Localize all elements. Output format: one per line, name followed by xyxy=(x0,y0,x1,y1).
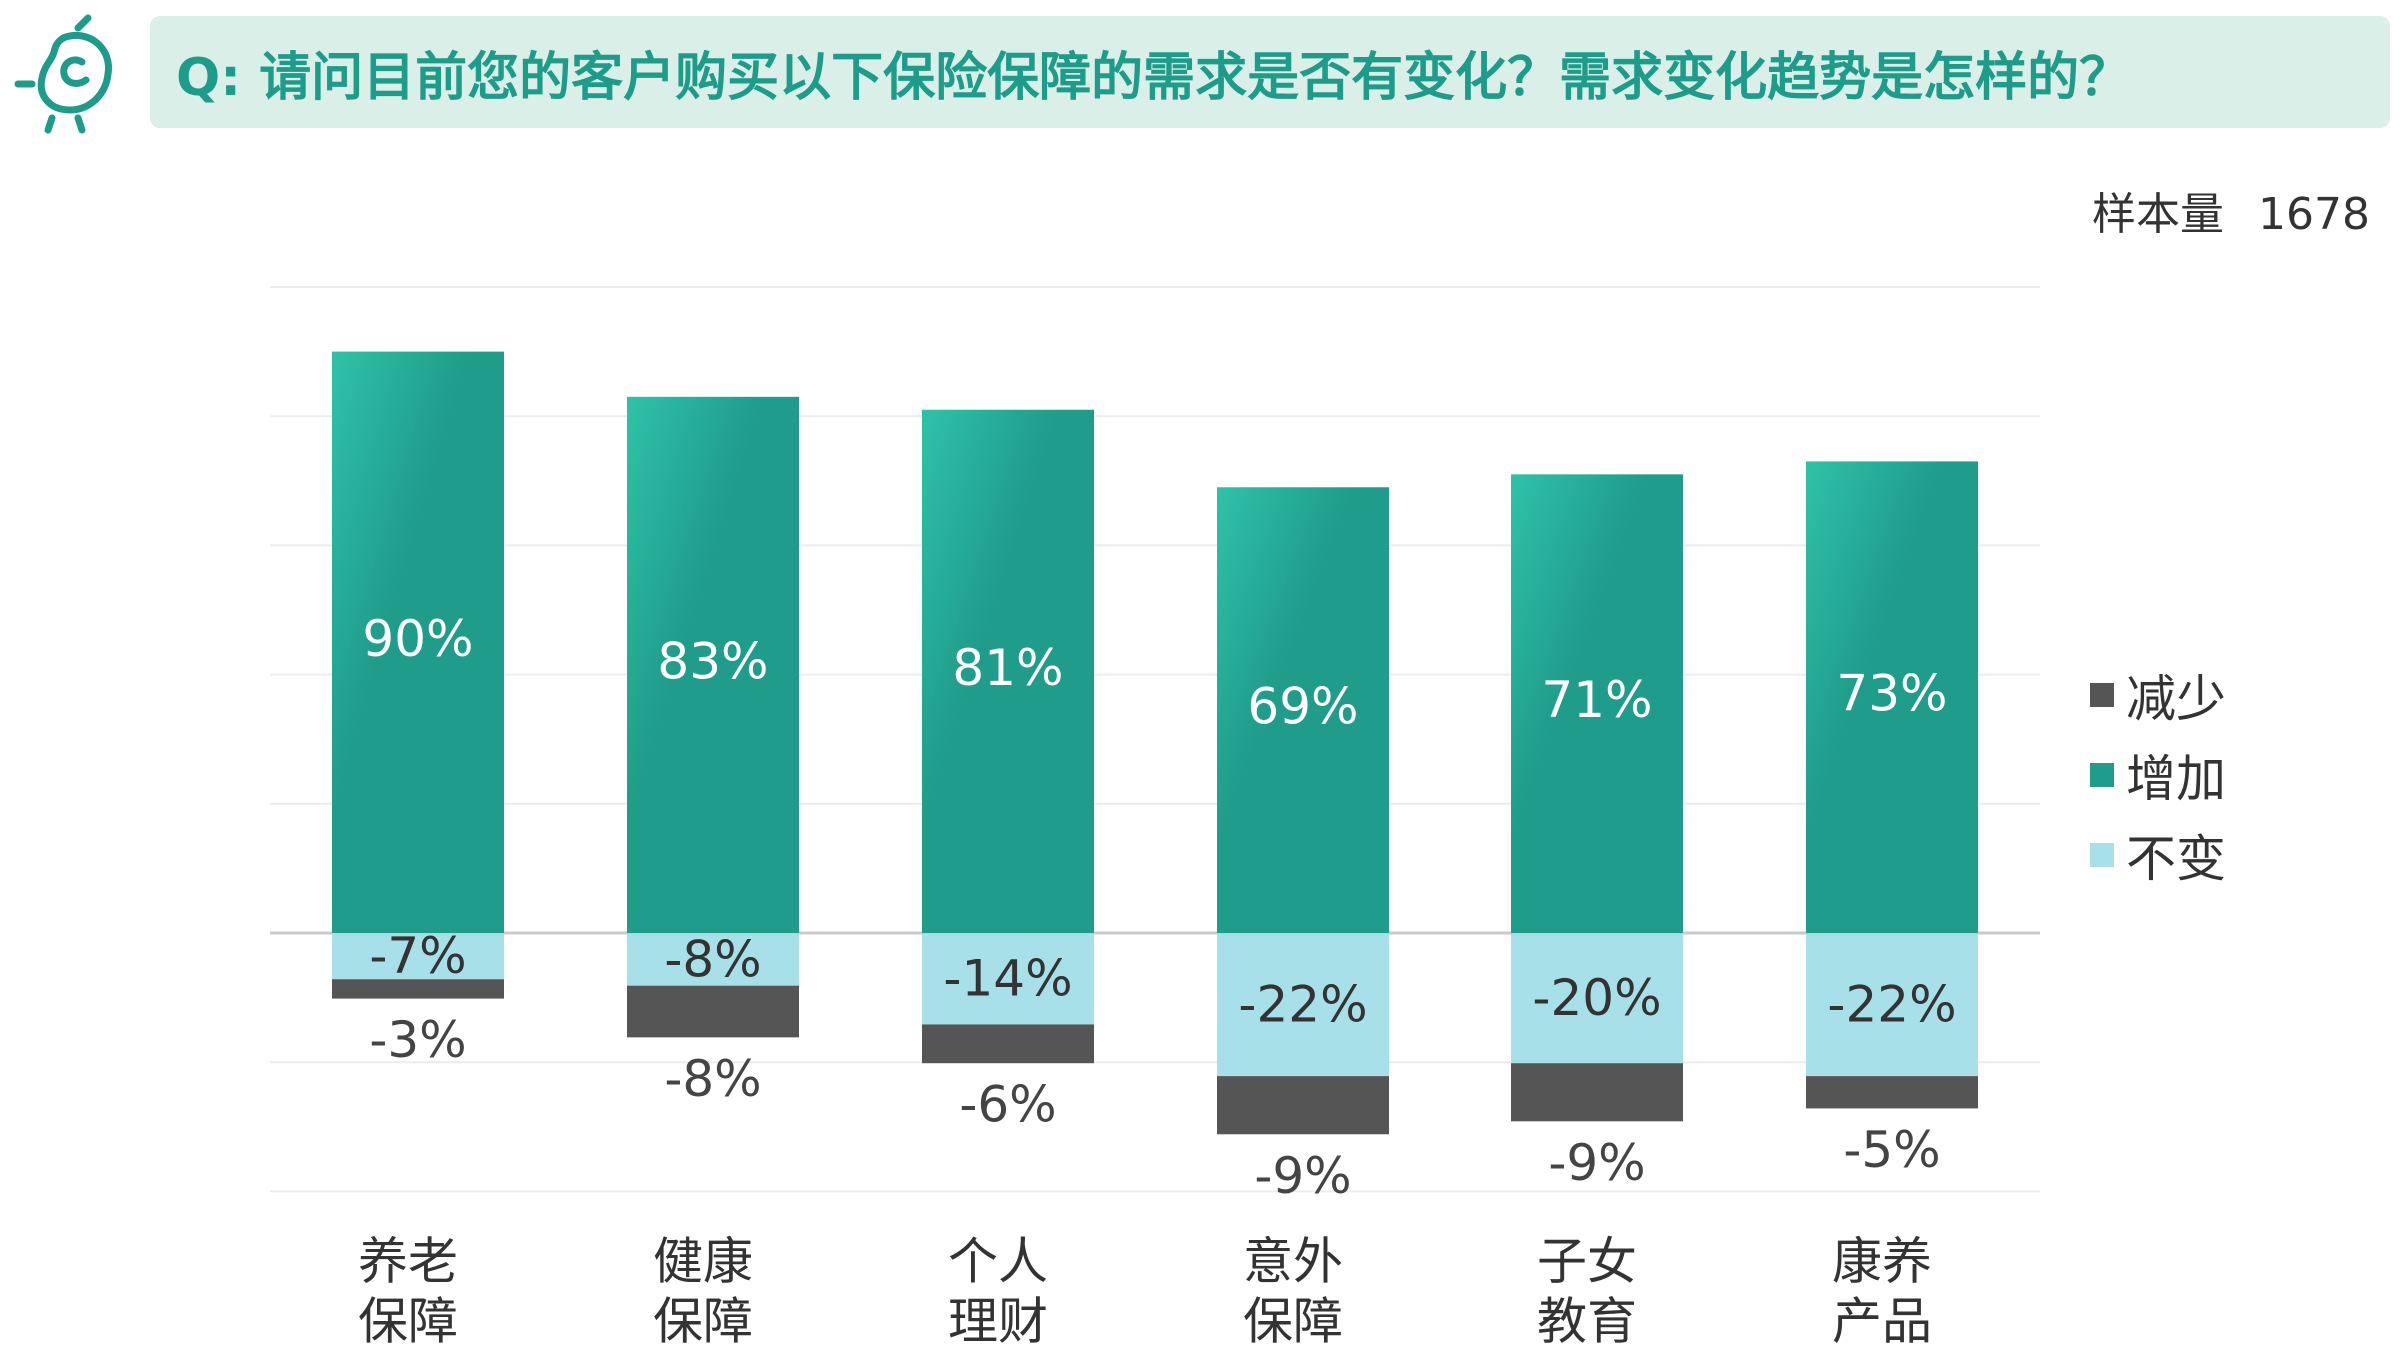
bar-increase xyxy=(627,396,799,933)
data-label-unchanged: -22% xyxy=(1238,976,1367,1034)
bar-increase xyxy=(1511,474,1683,933)
legend-item: 增加 xyxy=(2090,735,2226,815)
grid-lines xyxy=(270,286,2040,1193)
bar-unchanged xyxy=(1511,934,1683,1064)
data-label-unchanged: -22% xyxy=(1827,976,1956,1034)
data-label-unchanged: -14% xyxy=(943,950,1072,1008)
title-banner: Q: 请问目前您的客户购买以下保险保障的需求是否有变化？需求变化趋势是怎样的？ xyxy=(150,16,2390,128)
category-label: 保障 xyxy=(358,1293,458,1351)
bar-decrease xyxy=(627,985,799,1038)
legend: 减少 增加 不变 xyxy=(2090,655,2226,895)
bar-unchanged xyxy=(1217,934,1389,1077)
data-label-decrease: -9% xyxy=(1254,1147,1351,1205)
bar-decrease xyxy=(332,979,504,999)
data-label-increase: 81% xyxy=(952,639,1063,697)
data-label-increase: 90% xyxy=(362,610,473,668)
category-label: 子女 xyxy=(1537,1233,1637,1291)
category-label: 保障 xyxy=(653,1293,753,1351)
data-label-increase: 69% xyxy=(1247,678,1358,736)
data-label-decrease: -3% xyxy=(369,1011,466,1069)
page-title: Q: 请问目前您的客户购买以下保险保障的需求是否有变化？需求变化趋势是怎样的？ xyxy=(176,47,2132,108)
bar-decrease xyxy=(1217,1076,1389,1135)
data-label-decrease: -8% xyxy=(664,1050,761,1108)
data-label-unchanged: -7% xyxy=(369,927,466,985)
legend-label: 不变 xyxy=(2126,830,2226,888)
bar-decrease xyxy=(1806,1076,1978,1109)
category-label: 理财 xyxy=(948,1293,1048,1351)
category-label: 教育 xyxy=(1537,1293,1637,1351)
legend-swatch xyxy=(2090,843,2114,867)
data-label-unchanged: -8% xyxy=(664,930,761,988)
sample-size-value: 1678 xyxy=(2258,189,2370,240)
data-labels: 90% -7% -3% 83% -8% -8% 81% -14% -6% 69% -22% -9% 71… xyxy=(362,610,1956,1205)
bar-unchanged xyxy=(332,934,504,980)
category-label: 产品 xyxy=(1832,1293,1932,1351)
legend-item: 不变 xyxy=(2090,815,2226,895)
bar-unchanged xyxy=(922,934,1094,1025)
sample-size: 样本量 1678 xyxy=(2092,178,2370,242)
legend-swatch xyxy=(2090,763,2114,787)
bar-increase xyxy=(1217,487,1389,933)
bar-unchanged xyxy=(1806,934,1978,1077)
category-label: 意外 xyxy=(1243,1233,1343,1291)
data-label-increase: 73% xyxy=(1836,665,1947,723)
pear-logo-icon xyxy=(14,14,112,134)
bars xyxy=(332,351,1978,1135)
data-label-decrease: -6% xyxy=(959,1076,1056,1134)
data-label-decrease: -5% xyxy=(1843,1121,1940,1179)
category-label: 保障 xyxy=(1243,1293,1343,1351)
sample-size-label: 样本量 xyxy=(2092,189,2225,240)
bar-decrease xyxy=(922,1024,1094,1064)
bar-unchanged xyxy=(627,934,799,986)
legend-label: 减少 xyxy=(2126,670,2226,728)
bar-increase xyxy=(922,409,1094,933)
bar-increase xyxy=(1806,461,1978,933)
data-label-increase: 71% xyxy=(1541,671,1652,729)
category-label: 个人 xyxy=(948,1233,1048,1291)
data-label-decrease: -9% xyxy=(1548,1134,1645,1192)
category-label: 健康 xyxy=(653,1233,753,1291)
brand-logo xyxy=(8,14,128,134)
legend-item: 减少 xyxy=(2090,655,2226,735)
category-label: 养老 xyxy=(358,1233,458,1291)
data-label-unchanged: -20% xyxy=(1532,969,1661,1027)
legend-label: 增加 xyxy=(2126,750,2226,808)
legend-swatch xyxy=(2090,683,2114,707)
data-label-increase: 83% xyxy=(657,632,768,690)
category-label: 康养 xyxy=(1832,1233,1932,1291)
bar-decrease xyxy=(1511,1063,1683,1122)
bar-increase xyxy=(332,351,504,934)
